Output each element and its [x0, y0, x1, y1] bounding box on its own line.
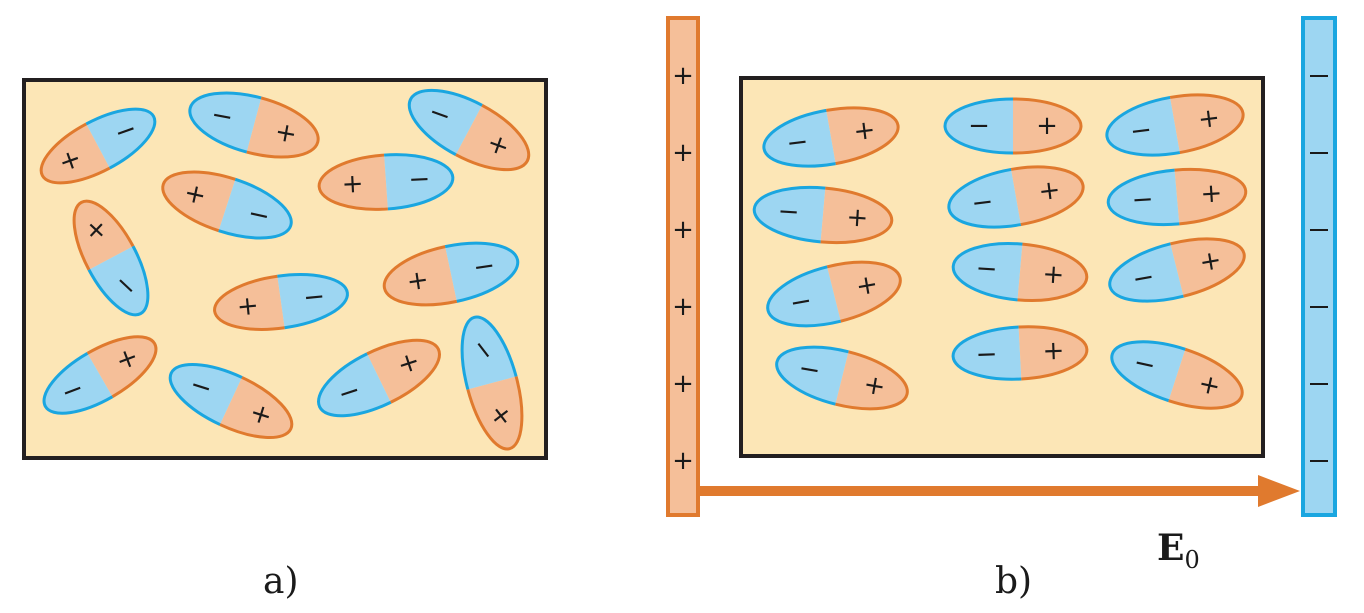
dipole-outline-right	[85, 107, 157, 170]
dipole-plus-sign: +	[1042, 259, 1066, 290]
dipole-plus-sign: +	[1042, 336, 1065, 367]
dipole-plus-sign: +	[1036, 111, 1058, 141]
b-dipole: −+	[951, 323, 1089, 383]
dipole-outline-left	[762, 108, 836, 168]
dipole-outline-right	[455, 103, 531, 172]
dipole-plus-sign: +	[1196, 103, 1221, 135]
dipole-minus-sign: −	[796, 353, 823, 386]
dipole-outline-right	[835, 350, 909, 411]
field-label-main: E	[1157, 527, 1184, 569]
dipole-outline-right	[219, 376, 294, 439]
dipole-outline-right	[246, 96, 320, 159]
dipole-minus-sign: −	[471, 250, 497, 283]
dipole-outline-right	[1168, 347, 1244, 410]
positive-plate-sign: +	[672, 369, 694, 399]
panel-b-dipoles: − + − + − +− + − + − +− +− + −+− +− + −+	[751, 85, 1251, 422]
dipole-outline-right	[384, 153, 455, 211]
field-label: E0	[1157, 527, 1200, 574]
dipole-minus-sign: −	[968, 111, 990, 141]
dipole-outline-left	[951, 242, 1023, 302]
dipole-plus-sign: +	[272, 117, 299, 150]
dipole-minus-sign: −	[970, 187, 995, 219]
dipole-outline-left	[317, 352, 392, 418]
dipole-outline-right	[1169, 93, 1245, 155]
dipole-outline-left	[1106, 168, 1180, 227]
dipole-outline-left	[766, 265, 842, 328]
dipole-outline-left	[39, 122, 111, 185]
dipole-outline-right	[1170, 237, 1246, 298]
dipole-plus-sign: +	[852, 115, 877, 147]
positive-plate-sign: +	[672, 61, 694, 91]
dipole-outline-right	[366, 338, 441, 404]
positive-plate-sign: +	[672, 215, 694, 245]
dipole-outline-left	[951, 325, 1022, 381]
dipole-outline-right	[444, 241, 520, 303]
field-label-subscript: 0	[1184, 546, 1199, 574]
dipole-outline-right	[1017, 242, 1089, 302]
positive-plate-sign: +	[672, 446, 694, 476]
field-arrow-shaft	[698, 486, 1263, 496]
dipole-plus-sign: +	[341, 169, 364, 200]
dipole-minus-sign: −	[408, 164, 431, 195]
dipole-outline-left	[943, 97, 1014, 155]
dipole-outline-left	[213, 274, 285, 331]
dipole-minus-sign: −	[785, 127, 810, 159]
dipole-outline-right	[87, 245, 150, 317]
dipole-minus-sign: −	[1131, 184, 1155, 215]
dipole-minus-sign: −	[209, 100, 236, 133]
dipole-minus-sign: −	[788, 286, 815, 319]
dipole-outline-right	[86, 335, 158, 398]
dipole-minus-sign: −	[302, 281, 327, 313]
a-dipole: +−	[317, 150, 455, 214]
dipole-outline-right	[466, 376, 524, 451]
dipole-plus-sign: +	[236, 291, 261, 323]
dipole-outline-left	[72, 199, 135, 271]
dipole-minus-sign: −	[975, 339, 998, 370]
negative-plate	[1301, 16, 1337, 517]
dipole-plus-sign: +	[405, 265, 431, 298]
dipole-plus-sign: +	[861, 369, 888, 402]
dipole-outline-left	[407, 88, 483, 157]
dipole-outline-left	[1108, 242, 1184, 303]
negative-plate-signs	[1310, 75, 1328, 462]
field-arrow	[698, 475, 1300, 507]
dipole-outline-left	[460, 315, 518, 390]
dipole-plus-sign: +	[1200, 178, 1224, 209]
field-arrow-head	[1258, 475, 1300, 507]
positive-plate-signs: + + + + + +	[672, 61, 694, 476]
dipole-outline-left	[168, 363, 243, 426]
dipole-outline-left	[188, 91, 262, 154]
dipole-plus-sign: +	[1197, 245, 1224, 278]
dipole-outline-right	[1174, 167, 1248, 226]
dipole-minus-sign: −	[975, 253, 999, 284]
dipole-outline-left	[42, 352, 114, 415]
dipole-plus-sign: +	[1037, 175, 1062, 207]
dipole-outline-left	[752, 185, 826, 244]
dipole-outline-right	[820, 186, 894, 245]
positive-plate	[666, 16, 700, 517]
dipole-outline-left	[317, 153, 388, 211]
dipole-plus-sign: +	[846, 202, 870, 233]
dipole-outline-right	[1012, 97, 1083, 155]
panel-a-caption: a)	[263, 561, 299, 602]
dipole-minus-sign: −	[1130, 262, 1157, 295]
dipole-minus-sign: −	[777, 196, 801, 227]
dipole-outline-right	[1018, 325, 1089, 381]
dipole-minus-sign: −	[1128, 115, 1153, 147]
dipole-outline-left	[1110, 340, 1186, 403]
dipole-outline-left	[161, 170, 236, 233]
dipole-outline-left	[1105, 95, 1181, 157]
positive-plate-sign: +	[672, 138, 694, 168]
dipole-outline-left	[382, 245, 458, 307]
dipole-outline-right	[826, 260, 902, 323]
dipole-outline-right	[277, 273, 349, 330]
dipole-outline-left	[775, 345, 849, 406]
panel-b-caption: b)	[995, 561, 1032, 602]
dipole-plus-sign: +	[854, 269, 881, 302]
dipole-outline-left	[947, 167, 1022, 229]
positive-plate-sign: +	[672, 292, 694, 322]
